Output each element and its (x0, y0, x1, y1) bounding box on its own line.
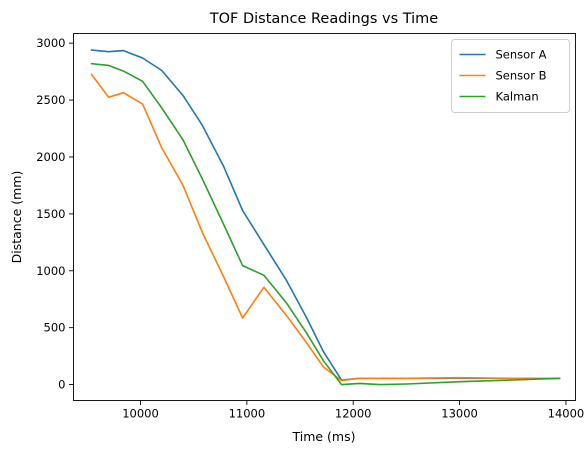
x-tick-label: 13000 (441, 407, 478, 421)
legend-label: Sensor A (496, 48, 547, 62)
y-axis-label: Distance (mm) (9, 171, 24, 264)
y-tick-label: 1000 (36, 264, 65, 278)
y-tick-label: 2000 (36, 150, 65, 164)
legend-label: Kalman (496, 90, 539, 104)
legend: Sensor A Sensor B Kalman (451, 39, 570, 113)
legend-box (451, 39, 570, 113)
y-axis-ticks: 0 500 1000 1500 2000 2500 3000 (36, 36, 74, 392)
legend-label: Sensor B (496, 69, 547, 83)
series-line-2 (90, 62, 561, 386)
series-line-1 (90, 73, 561, 382)
x-tick-label: 12000 (335, 407, 372, 421)
y-tick-label: 0 (58, 378, 65, 392)
x-tick-label: 11000 (229, 407, 266, 421)
x-tick-label: 10000 (122, 407, 159, 421)
y-tick-label: 1500 (36, 207, 65, 221)
plot-frame (73, 33, 576, 401)
x-tick-label: 14000 (548, 407, 585, 421)
x-axis-ticks: 10000 11000 12000 13000 14000 (122, 400, 585, 421)
series-layer (90, 49, 561, 386)
x-axis-label: Time (ms) (291, 429, 355, 444)
y-tick-label: 500 (44, 321, 66, 335)
y-tick-label: 2500 (36, 93, 65, 107)
y-tick-label: 3000 (36, 36, 65, 50)
chart-title: TOF Distance Readings vs Time (209, 11, 439, 27)
